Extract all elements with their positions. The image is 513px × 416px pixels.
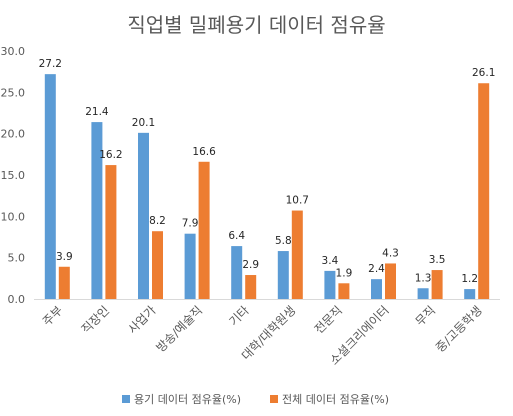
bar-container-4 [231,246,243,299]
data-label-total-9: 26.1 [472,67,495,79]
y-tick-label: 15.0 [1,169,26,182]
data-label-total-7: 4.3 [382,247,399,259]
data-label-container-0: 27.2 [39,58,62,70]
data-label-total-0: 3.9 [56,251,73,263]
bar-container-3 [184,233,196,299]
y-tick-label: 25.0 [1,86,26,99]
data-label-container-9: 1.2 [461,273,478,285]
data-label-container-6: 3.4 [322,255,339,267]
category-label-6: 전문직 [312,303,345,336]
bar-total-5 [291,210,303,299]
category-label-1: 직장인 [79,303,112,336]
data-label-total-8: 3.5 [429,254,446,266]
data-label-total-2: 8.2 [149,215,166,227]
bar-total-9 [478,83,490,300]
bar-container-0 [44,74,56,299]
data-labels: 27.2 3.9 21.4 16.2 20.1 8.2 7.9 16.6 6.4 2.9 5.8 10… [39,58,496,285]
bar-total-0 [58,266,70,299]
bar-container-1 [91,122,103,300]
data-label-total-6: 1.9 [336,267,353,279]
bar-container-8 [417,288,429,299]
data-label-container-8: 1.3 [415,272,432,284]
data-label-container-3: 7.9 [182,218,199,230]
bar-container-5 [277,251,289,299]
legend-swatch-1 [270,395,278,403]
bar-total-4 [245,275,257,299]
bar-total-3 [198,161,210,299]
y-tick-label: 30.0 [1,45,26,58]
data-label-total-4: 2.9 [242,259,259,271]
legend: 용기 데이터 점유율(%) 전체 데이터 점유율(%) [122,393,389,406]
legend-label-0: 용기 데이터 점유율(%) [134,393,241,406]
chart-title: 직업별 밀폐용기 데이터 점유율 [127,13,386,37]
category-label-0: 주부 [40,303,66,329]
data-label-total-1: 16.2 [99,149,122,161]
bar-total-8 [431,270,443,299]
data-label-container-5: 5.8 [275,235,292,247]
bar-container-6 [324,270,336,299]
data-label-container-1: 21.4 [85,106,109,118]
y-tick-label: 5.0 [8,252,26,265]
data-label-total-5: 10.7 [286,195,309,207]
category-label-8: 무직 [413,303,439,329]
category-label-4: 기타 [226,303,252,329]
bar-container-7 [371,279,382,299]
bar-total-2 [152,231,163,299]
bar-container-9 [464,289,476,299]
bar-total-7 [385,263,396,299]
bars [44,74,490,300]
category-label-3: 방송/예술직 [153,303,205,355]
data-label-container-7: 2.4 [368,263,385,275]
data-label-container-2: 20.1 [132,117,155,129]
category-label-9: 중/고등학생 [433,303,485,355]
bar-total-1 [105,165,117,299]
data-label-total-3: 16.6 [192,146,216,158]
bar-total-6 [338,283,350,299]
data-label-container-4: 6.4 [228,230,245,242]
y-tick-label: 0.0 [8,293,26,306]
legend-label-1: 전체 데이터 점유율(%) [282,393,389,406]
y-tick-label: 10.0 [1,210,26,223]
bar-container-2 [138,132,149,299]
y-axis: 0.0 5.0 10.0 15.0 20.0 25.0 30.0 [1,45,500,306]
legend-swatch-0 [122,395,130,403]
y-tick-label: 20.0 [1,128,26,141]
category-label-2: 사업가 [125,303,158,336]
